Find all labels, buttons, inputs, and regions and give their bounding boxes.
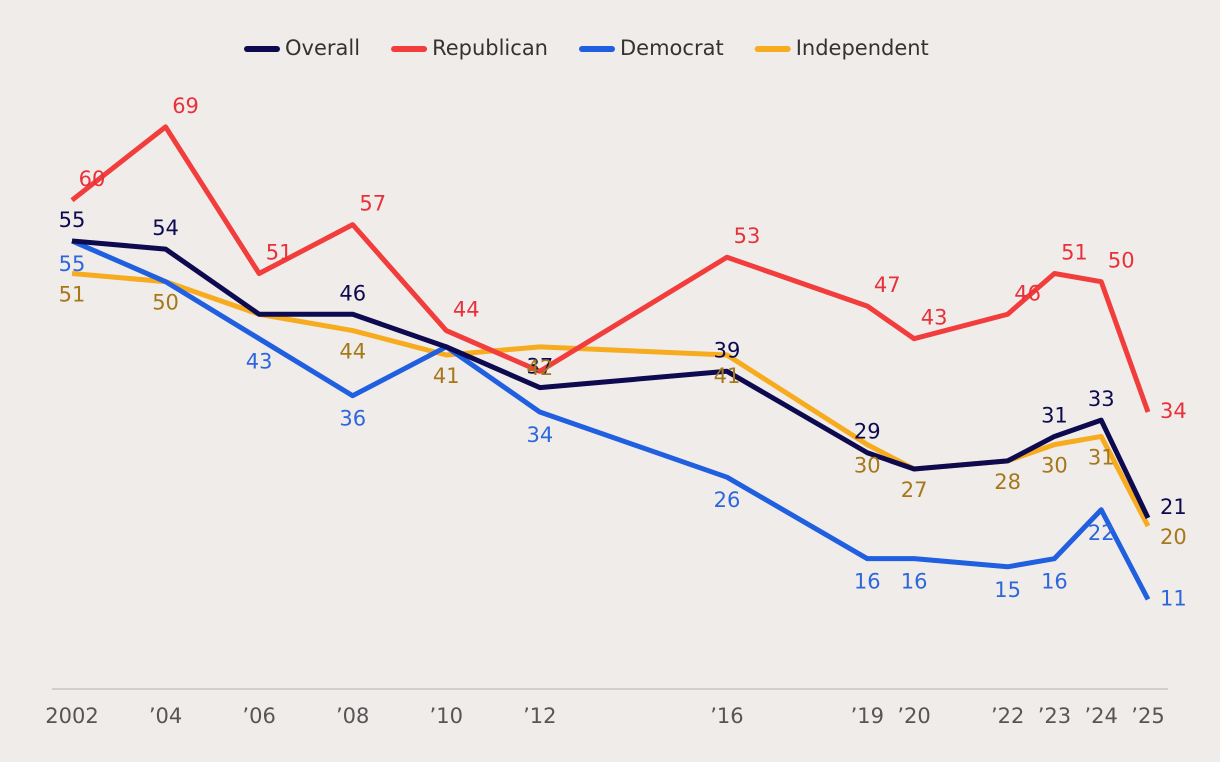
data-label: 42 <box>526 356 553 380</box>
x-tick-label: ’23 <box>1038 704 1071 728</box>
x-tick-label: 2002 <box>45 704 98 728</box>
x-tick-label: ’04 <box>149 704 182 728</box>
data-label: 69 <box>172 94 199 118</box>
data-label: 16 <box>854 570 881 594</box>
data-label: 39 <box>714 338 741 362</box>
data-label: 21 <box>1160 495 1187 519</box>
data-label: 53 <box>734 224 761 248</box>
data-label: 30 <box>854 454 881 478</box>
series-line <box>71 271 1151 528</box>
data-label: 27 <box>901 478 928 502</box>
data-label: 37 <box>526 355 553 379</box>
x-tick-label: ’20 <box>897 704 930 728</box>
data-label: 16 <box>1041 570 1068 594</box>
data-label: 44 <box>339 340 366 364</box>
data-label: 44 <box>453 298 480 322</box>
x-tick-label: ’10 <box>430 704 463 728</box>
legend-label: Democrat <box>620 36 724 60</box>
data-label: 16 <box>901 570 928 594</box>
data-label: 30 <box>1041 454 1068 478</box>
data-label: 46 <box>339 281 366 305</box>
series-line <box>71 238 1151 601</box>
data-label: 31 <box>1088 445 1115 469</box>
data-label: 36 <box>339 407 366 431</box>
data-label: 26 <box>714 488 741 512</box>
data-label: 41 <box>433 364 460 388</box>
x-tick-label: ’16 <box>710 704 743 728</box>
legend-label: Independent <box>796 36 929 60</box>
data-label: 43 <box>246 350 273 374</box>
data-label: 55 <box>59 208 86 232</box>
series-line <box>71 238 1151 519</box>
data-label: 50 <box>1108 249 1135 273</box>
x-tick-label: ’24 <box>1085 704 1118 728</box>
legend-label: Overall <box>285 36 360 60</box>
series-line <box>70 124 1151 413</box>
data-label: 60 <box>79 167 106 191</box>
data-label: 15 <box>994 578 1021 602</box>
data-label: 34 <box>526 423 553 447</box>
data-label: 29 <box>854 420 881 444</box>
x-tick-label: ’06 <box>242 704 275 728</box>
data-label: 22 <box>1088 521 1115 545</box>
data-label: 41 <box>714 364 741 388</box>
data-label: 34 <box>1160 399 1187 423</box>
data-label: 43 <box>921 306 948 330</box>
x-tick-label: ’22 <box>991 704 1024 728</box>
data-label: 51 <box>1061 241 1088 265</box>
data-label: 46 <box>1014 281 1041 305</box>
data-label: 51 <box>59 283 86 307</box>
data-label: 57 <box>359 192 386 216</box>
data-label: 50 <box>152 291 179 315</box>
data-label: 20 <box>1160 525 1187 549</box>
x-tick-label: ’08 <box>336 704 369 728</box>
x-tick-label: ’25 <box>1131 704 1164 728</box>
x-tick-label: ’12 <box>523 704 556 728</box>
data-label: 11 <box>1160 586 1187 610</box>
data-label: 51 <box>266 241 293 265</box>
data-label: 33 <box>1088 387 1115 411</box>
data-label: 28 <box>994 470 1021 494</box>
data-label: 31 <box>1041 403 1068 427</box>
x-tick-label: ’19 <box>851 704 884 728</box>
data-label: 54 <box>152 216 179 240</box>
data-label: 47 <box>874 273 901 297</box>
legend-label: Republican <box>432 36 548 60</box>
data-label: 55 <box>59 252 86 276</box>
